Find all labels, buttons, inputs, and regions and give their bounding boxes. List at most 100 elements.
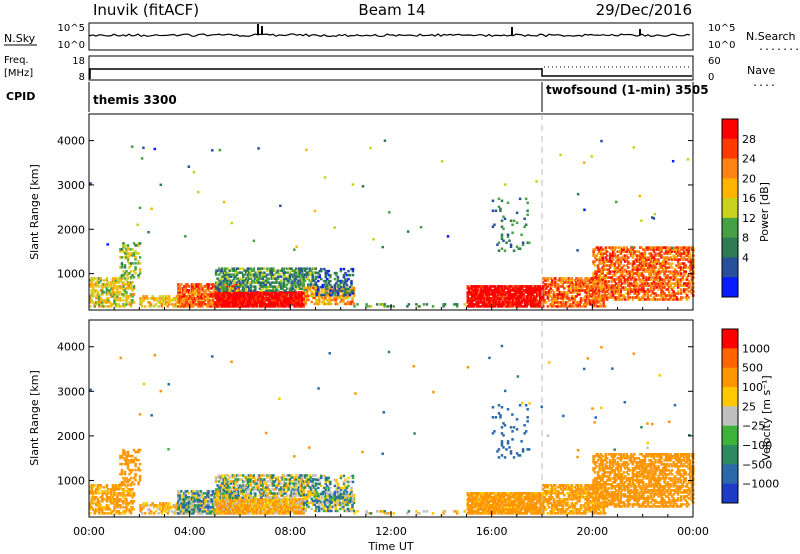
radar-echo-cell — [276, 275, 280, 278]
radar-echo-cell — [654, 258, 657, 261]
radar-echo-cell — [201, 303, 204, 306]
radar-echo-cell — [243, 289, 247, 292]
radar-echo-cell — [223, 301, 227, 304]
radar-echo-cell — [551, 299, 554, 302]
radar-echo-cell — [275, 303, 278, 306]
radar-echo-cell — [125, 476, 128, 480]
radar-echo-cell — [290, 281, 293, 284]
radar-echo-cell — [235, 490, 239, 493]
radar-echo-cell — [603, 305, 607, 308]
radar-echo-cell — [190, 303, 194, 306]
radar-echo-cell — [254, 303, 257, 306]
radar-echo-cell — [294, 287, 298, 290]
radar-echo-cell — [223, 496, 227, 499]
radar-echo-cell — [205, 293, 209, 296]
radar-echo-cell — [134, 462, 137, 466]
radar-echo-cell — [637, 258, 641, 261]
radar-echo-cell — [168, 504, 171, 507]
radar-echo-cell — [184, 303, 188, 306]
radar-echo-cell — [249, 285, 253, 288]
radar-echo-cell — [613, 284, 616, 287]
radar-echo-cell — [282, 295, 286, 298]
radar-echo-cell — [624, 250, 627, 253]
radar-echo-cell — [628, 282, 632, 285]
radar-echo-cell — [503, 183, 507, 186]
radar-echo-cell — [555, 299, 559, 302]
radar-echo-cell — [186, 512, 189, 515]
radar-echo-cell — [89, 182, 92, 185]
radar-echo-cell — [120, 468, 124, 472]
radar-echo-cell — [99, 504, 103, 507]
radar-echo-cell — [111, 510, 115, 513]
radar-echo-cell — [634, 272, 638, 275]
radar-echo-cell — [649, 272, 653, 275]
radar-echo-cell — [240, 301, 244, 304]
radar-echo-cell — [313, 302, 316, 306]
radar-echo-cell — [101, 303, 104, 306]
radar-echo-cell — [633, 284, 636, 287]
radar-echo-cell — [90, 498, 94, 501]
radar-echo-cell — [599, 270, 603, 273]
radar-echo-cell — [344, 279, 347, 283]
radar-echo-cell — [472, 291, 476, 294]
radar-echo-cell — [326, 269, 329, 273]
radar-echo-cell — [537, 305, 540, 308]
radar-echo-cell — [471, 297, 474, 300]
radar-echo-cell — [575, 281, 578, 284]
radar-echo-cell — [281, 283, 284, 286]
radar-echo-cell — [237, 291, 240, 294]
radar-echo-cell — [475, 297, 479, 300]
radar-echo-cell — [231, 295, 234, 298]
radar-echo-cell — [128, 488, 131, 491]
radar-echo-cell — [225, 283, 228, 286]
radar-echo-cell — [648, 258, 651, 261]
radar-echo-cell — [528, 293, 531, 296]
radar-echo-cell — [505, 241, 508, 244]
radar-echo-cell — [220, 285, 224, 288]
radar-echo-cell — [661, 268, 665, 271]
radar-echo-cell — [204, 498, 207, 501]
radar-echo-cell — [614, 266, 618, 269]
radar-echo-cell — [225, 287, 228, 290]
radar-echo-cell — [369, 146, 372, 150]
radar-echo-cell — [487, 299, 491, 302]
radar-echo-cell — [475, 303, 479, 306]
radar-echo-cell — [284, 297, 287, 300]
radar-echo-cell — [672, 292, 675, 295]
radar-echo-cell — [232, 305, 236, 308]
radar-echo-cell — [618, 268, 621, 271]
radar-echo-cell — [663, 292, 666, 295]
radar-echo-cell — [105, 504, 109, 507]
radar-echo-cell — [192, 295, 195, 298]
radar-echo-cell — [625, 288, 629, 291]
radar-echo-cell — [675, 258, 678, 261]
radar-echo-cell — [113, 287, 116, 290]
radar-echo-cell — [98, 506, 101, 509]
radar-echo-cell — [177, 498, 180, 501]
radar-echo-cell — [119, 486, 122, 489]
radar-echo-cell — [219, 269, 222, 272]
radar-echo-cell — [272, 281, 275, 284]
radar-echo-cell — [340, 298, 344, 302]
radar-echo-cell — [489, 285, 492, 288]
radar-echo-cell — [669, 284, 672, 287]
radar-echo-cell — [202, 492, 206, 495]
radar-echo-cell — [187, 293, 191, 296]
radar-echo-cell — [278, 273, 281, 276]
radar-echo-cell — [294, 305, 298, 308]
radar-echo-cell — [96, 490, 100, 493]
radar-echo-cell — [131, 252, 134, 255]
radar-echo-cell — [658, 248, 662, 251]
radar-echo-cell — [336, 275, 340, 279]
radar-echo-cell — [273, 305, 277, 308]
nsearch-marker: ....... — [758, 42, 800, 53]
radar-echo-cell — [149, 305, 153, 308]
radar-echo-cell — [198, 512, 201, 515]
radar-echo-cell — [102, 283, 106, 286]
radar-echo-cell — [117, 512, 121, 515]
radar-echo-cell — [455, 305, 459, 308]
radar-echo-cell — [654, 262, 657, 265]
radar-echo-cell — [337, 296, 341, 300]
radar-echo-cell — [180, 490, 183, 493]
radar-echo-cell — [475, 305, 479, 308]
